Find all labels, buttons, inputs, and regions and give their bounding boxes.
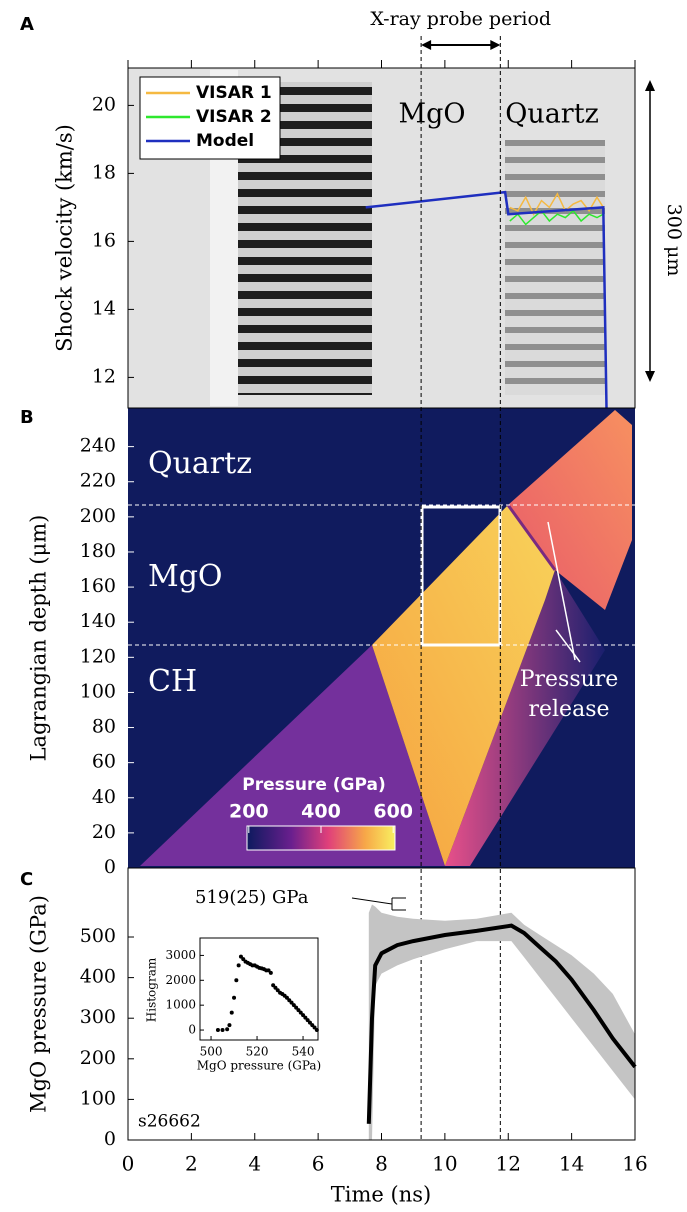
legend-label: Model	[196, 131, 254, 151]
colorbar-tick-label: 600	[373, 801, 413, 823]
panel-label: C	[20, 869, 33, 890]
y-tick-label: 16	[92, 229, 116, 251]
y-tick-label: 14	[92, 297, 116, 319]
line	[509, 192, 604, 216]
x-tick-label: 2	[185, 1152, 198, 1176]
inset-x-tick-label: 540	[292, 1045, 315, 1059]
point	[232, 995, 237, 1000]
legend-label: VISAR 1	[196, 83, 272, 103]
inset-y-tick-label: 0	[188, 1023, 196, 1037]
y-tick-label: 100	[80, 680, 116, 702]
panel-label: A	[20, 14, 34, 35]
x-tick-label: 8	[375, 1152, 388, 1176]
x-tick-label: 0	[122, 1152, 135, 1176]
point	[314, 1028, 319, 1033]
scale-label: 300 μm	[663, 204, 685, 277]
inset-y-label: Histogram	[145, 957, 159, 1022]
x-tick-label: 6	[312, 1152, 325, 1176]
probe-label: X-ray probe period	[370, 8, 551, 30]
y-axis-label: Shock velocity (km/s)	[53, 124, 77, 352]
y-tick-label: 240	[80, 435, 116, 457]
point	[227, 1023, 232, 1028]
annotation: Pressure	[520, 667, 619, 692]
annotation: 519(25) GPa	[195, 887, 309, 908]
point	[234, 978, 239, 983]
frames	[127, 67, 636, 1141]
y-tick-label: 60	[92, 751, 116, 773]
y-tick-label: 18	[92, 161, 116, 183]
inset-x-tick-label: 520	[246, 1045, 269, 1059]
inset-x-tick-label: 500	[200, 1045, 223, 1059]
annotation-bracket	[351, 897, 406, 911]
y-tick-label: 400	[80, 966, 116, 988]
y-tick-label: 12	[92, 365, 116, 387]
layer-label: Quartz	[148, 446, 252, 481]
error-band	[368, 904, 635, 1140]
y-tick-label: 220	[80, 470, 116, 492]
y-tick-label: 120	[80, 645, 116, 667]
inset-y-tick-label: 2000	[165, 973, 196, 987]
point	[268, 970, 273, 975]
layer-label: CH	[148, 664, 197, 699]
y-tick-label: 300	[80, 1006, 116, 1028]
line	[509, 209, 604, 226]
y-axis-label: Lagrangian depth (μm)	[27, 515, 51, 762]
y-tick-label: 0	[104, 1128, 116, 1150]
point	[236, 963, 241, 968]
inset-y-tick-label: 3000	[165, 948, 196, 962]
pressure-map	[128, 408, 635, 868]
y-tick-label: 40	[92, 786, 116, 808]
legend-label: VISAR 2	[196, 107, 272, 127]
x-tick-label: 10	[432, 1152, 457, 1176]
line	[366, 923, 637, 1124]
x-tick-label: 16	[622, 1152, 647, 1176]
y-axis-label: MgO pressure (GPa)	[27, 895, 51, 1113]
x-tick-label: 12	[496, 1152, 521, 1176]
x-tick-label: 14	[559, 1152, 584, 1176]
point	[220, 1028, 225, 1033]
inset-frame	[199, 937, 319, 1041]
y-tick-label: 20	[92, 821, 116, 843]
y-tick-label: 200	[80, 505, 116, 527]
y-tick-label: 140	[80, 610, 116, 632]
line	[365, 190, 608, 409]
y-tick-label: 0	[104, 856, 116, 878]
y-tick-label: 100	[80, 1087, 116, 1109]
region-label: Quartz	[505, 99, 599, 130]
panel-label: B	[20, 407, 34, 428]
point	[229, 1010, 234, 1015]
layer-label: MgO	[148, 559, 223, 594]
x-axis-label: Time (ns)	[331, 1183, 431, 1207]
point	[215, 1028, 220, 1033]
region-label: MgO	[398, 99, 465, 130]
y-tick-label: 200	[80, 1047, 116, 1069]
inset-x-label: MgO pressure (GPa)	[197, 1059, 321, 1073]
y-tick-label: 80	[92, 716, 116, 738]
y-tick-label: 160	[80, 575, 116, 597]
y-tick-label: 500	[80, 925, 116, 947]
point	[225, 1027, 230, 1032]
colorbar-tick-label: 200	[229, 801, 269, 823]
y-tick-label: 180	[80, 540, 116, 562]
x-tick-label: 4	[248, 1152, 261, 1176]
y-tick-label: 20	[92, 93, 116, 115]
colorbar-label: Pressure (GPa)	[242, 775, 386, 795]
shot-label: s26662	[138, 1112, 201, 1132]
annotation: release	[528, 697, 609, 722]
colorbar-tick-label: 400	[301, 801, 341, 823]
inset-y-tick-label: 1000	[165, 998, 196, 1012]
